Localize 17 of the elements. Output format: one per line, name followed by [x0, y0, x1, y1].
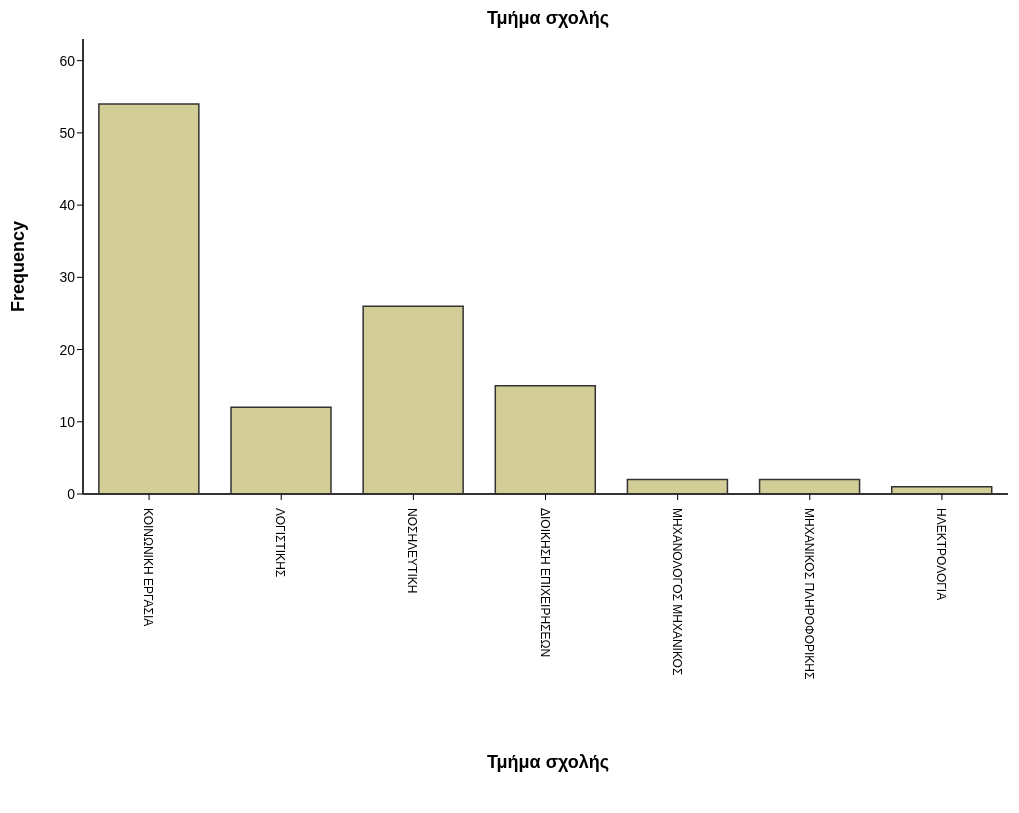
y-tick-label: 30	[59, 269, 76, 286]
chart-title: Τμήμα σχολής	[485, 8, 611, 30]
y-tick-label: 60	[59, 52, 76, 69]
x-tick-label: ΗΛΕΚΤΡΟΛΟΓΙΑ	[933, 508, 948, 601]
x-axis-title: Τμήμα σχολής	[485, 752, 611, 773]
y-tick-label: 20	[59, 341, 76, 358]
y-tick-label: 40	[59, 197, 76, 214]
x-tick-label: ΝΟΣΗΛΕΥΤΙΚΗ	[405, 508, 420, 594]
y-tick-label: 50	[59, 124, 76, 141]
x-tick-label: ΛΟΓΙΣΤΙΚΗΣ	[273, 508, 288, 578]
x-tick-label: ΜΗΧΑΝΙΚΟΣ ΠΛΗΡΟΦΟΡΙΚΗΣ	[801, 508, 816, 680]
y-axis-title: Frequency	[8, 220, 29, 313]
y-tick-label: 0	[67, 485, 76, 502]
y-tick-label: 10	[59, 413, 76, 430]
x-tick-label: ΜΗΧΑΝΟΛΟΓΟΣ ΜΗΧΑΝΙΚΟΣ	[669, 508, 684, 676]
x-tick-label: ΚΟΙΝΩΝΙΚΗ ΕΡΓΑΣΙΑ	[141, 508, 156, 627]
x-tick-label: ΔΙΟΙΚΗΣΗ ΕΠΙΧΕΙΡΗΣΕΩΝ	[537, 508, 552, 658]
